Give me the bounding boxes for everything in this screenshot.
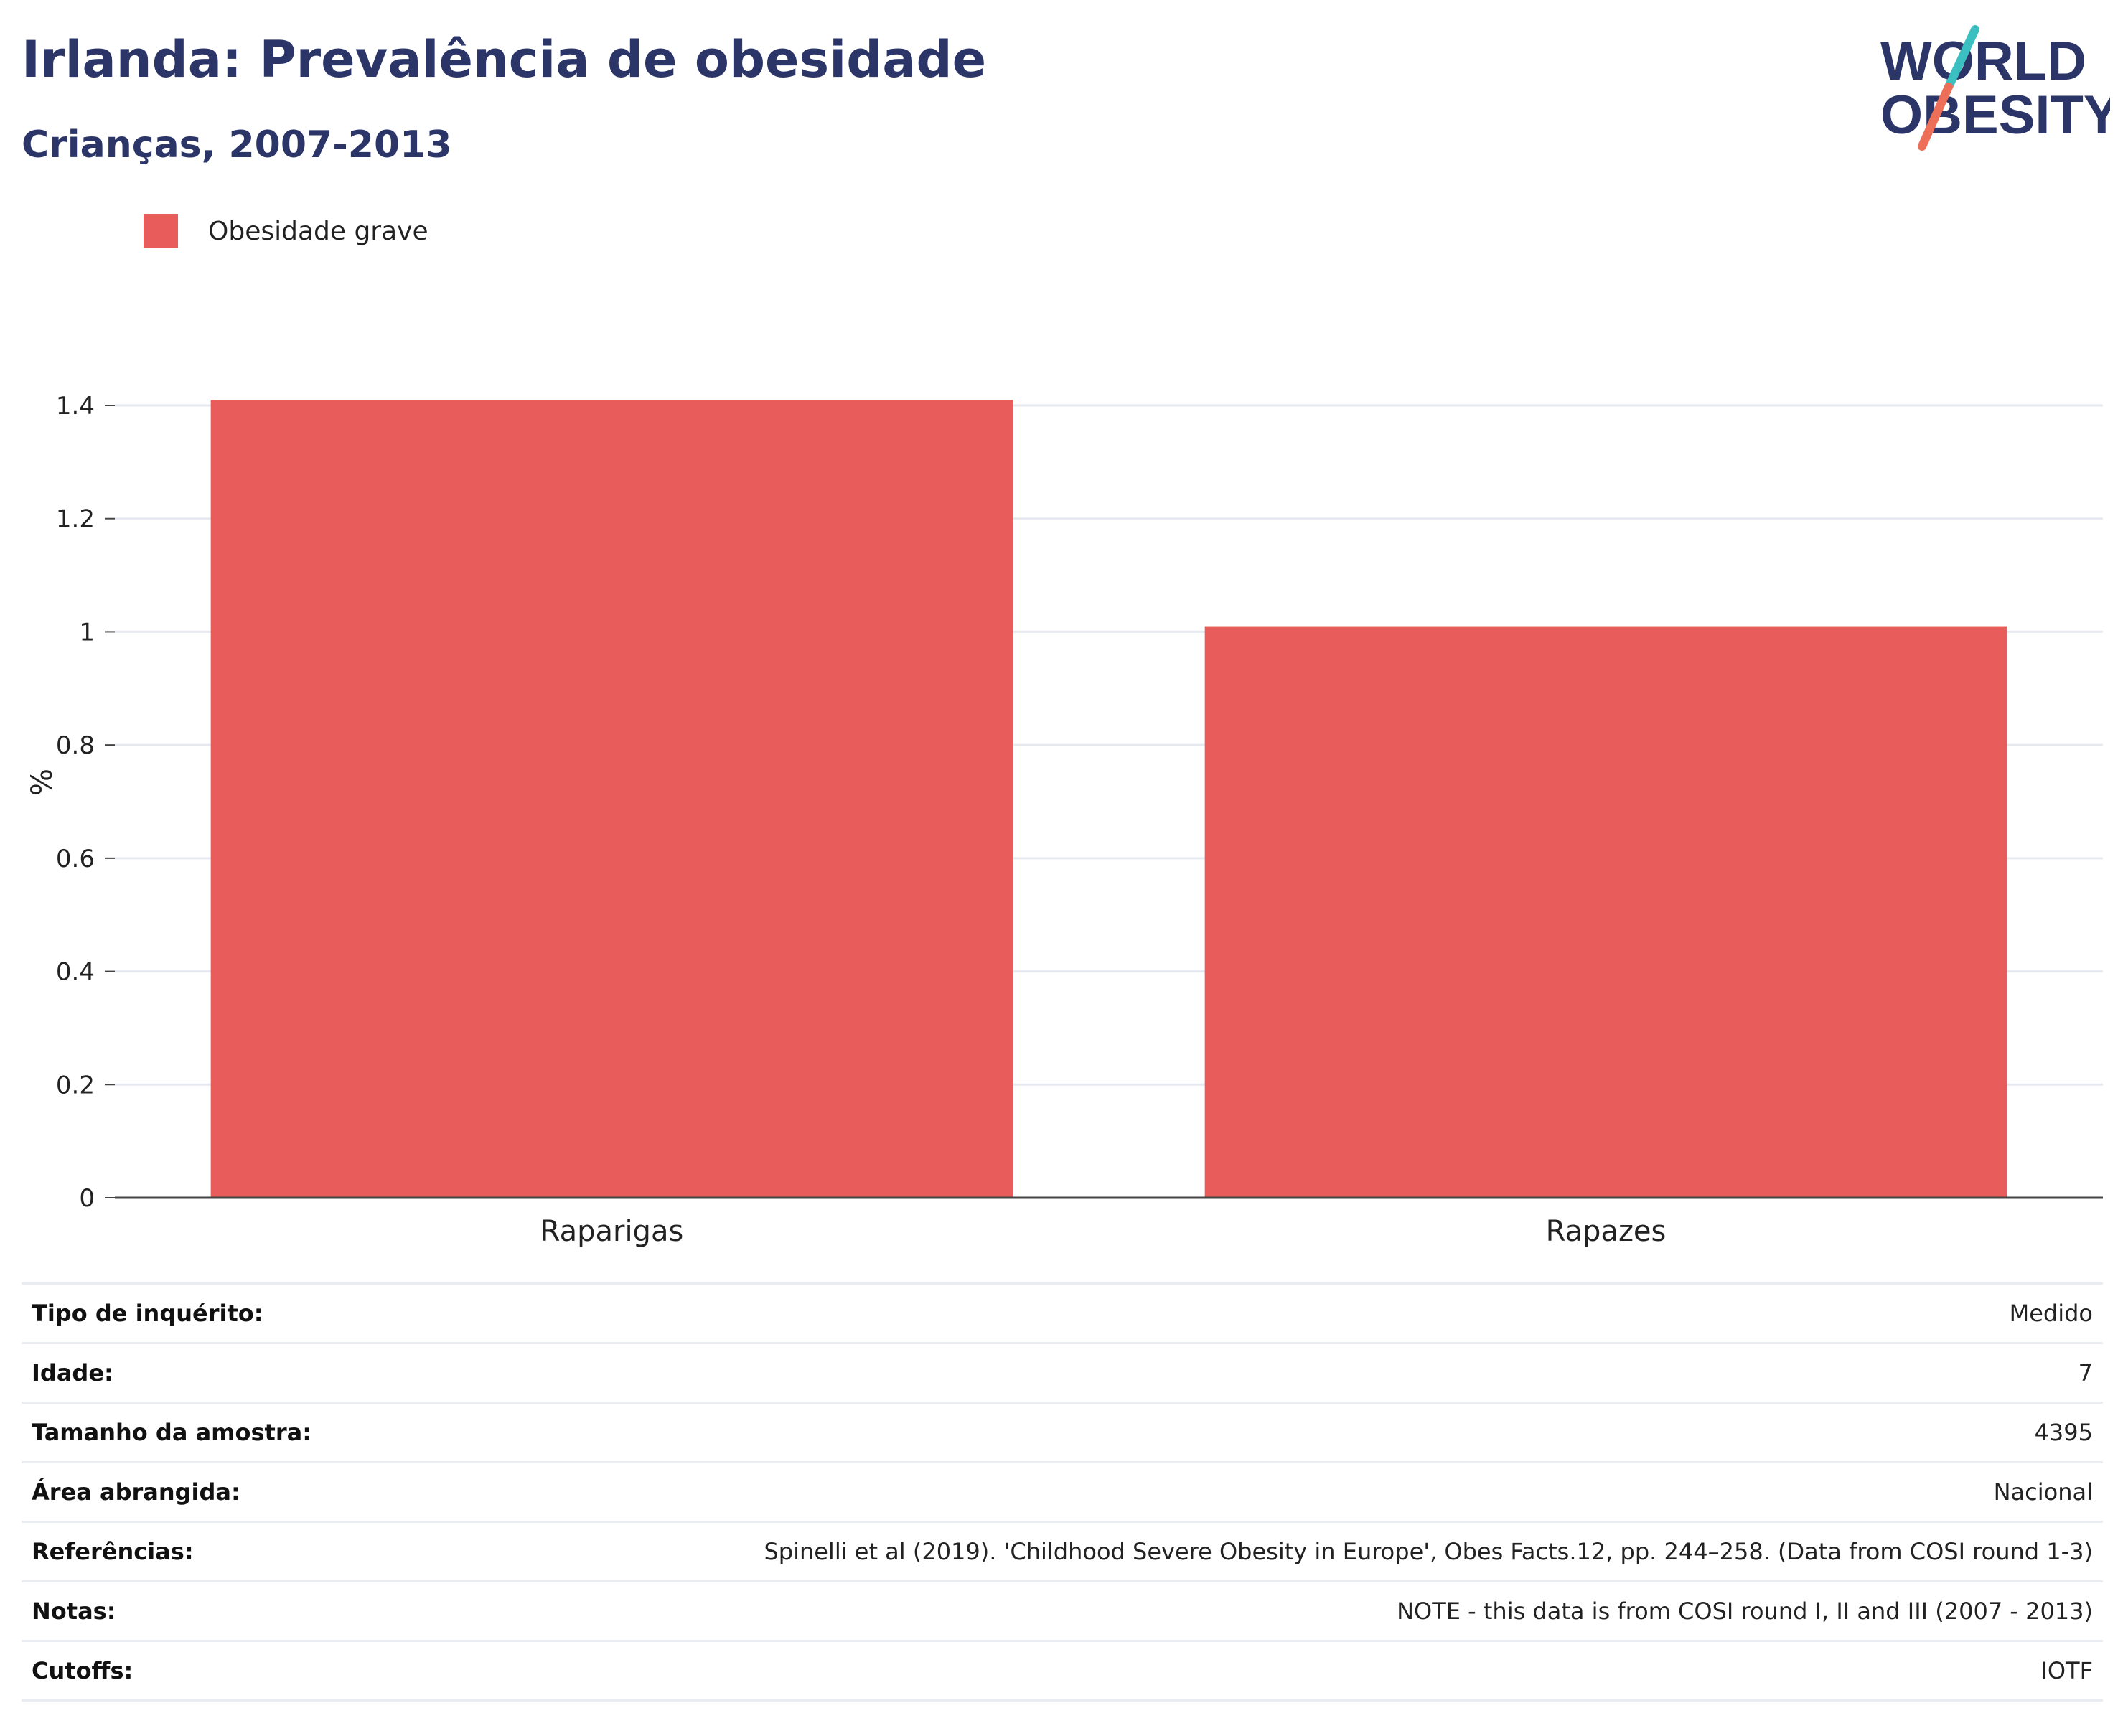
bars — [210, 400, 2007, 1198]
y-tick-label: 0.4 — [56, 958, 95, 987]
info-value: IOTF — [2040, 1657, 2093, 1684]
y-tick-label: 0 — [79, 1184, 95, 1213]
logo-slash-coral — [1918, 83, 1953, 151]
chart-title: Irlanda: Prevalência de obesidade — [22, 30, 987, 89]
x-tick-label: Rapazes — [1546, 1215, 1667, 1248]
info-value: Nacional — [1993, 1478, 2093, 1506]
legend-swatch — [144, 214, 178, 248]
y-axis-label: % — [26, 769, 59, 796]
world-obesity-logo: WORLD OBESITY — [1880, 25, 2110, 151]
info-label: Cutoffs: — [32, 1657, 133, 1684]
y-tick-label: 1.4 — [56, 392, 95, 421]
info-value: NOTE - this data is from COSI round I, I… — [1397, 1597, 2093, 1625]
info-label: Tipo de inquérito: — [32, 1300, 263, 1327]
logo-slash-teal — [1944, 25, 1979, 91]
y-tick-label: 0.8 — [56, 731, 95, 760]
info-row: Idade: 7 — [22, 1344, 2103, 1404]
legend-label: Obesidade grave — [208, 216, 428, 246]
info-label: Referências: — [32, 1538, 194, 1565]
info-label: Tamanho da amostra: — [32, 1419, 311, 1446]
y-tick-label: 1 — [79, 618, 95, 647]
info-value: 7 — [2078, 1359, 2093, 1387]
info-label: Área abrangida: — [32, 1478, 240, 1506]
info-row: Área abrangida: Nacional — [22, 1463, 2103, 1523]
x-tick-label: Raparigas — [540, 1215, 684, 1248]
chart-subtitle: Crianças, 2007-2013 — [22, 123, 452, 166]
survey-info-table: Tipo de inquérito: Medido Idade: 7 Tamanho d… — [22, 1282, 2103, 1702]
info-row: Referências: Spinelli et al (2019). 'Chil… — [22, 1523, 2103, 1582]
y-tick-label: 0.6 — [56, 845, 95, 873]
y-tick-label: 0.2 — [56, 1071, 95, 1099]
info-value: Medido — [2009, 1300, 2093, 1327]
info-label: Notas: — [32, 1597, 116, 1625]
y-tick-label: 1.2 — [56, 505, 95, 534]
logo-text-obesity: OBESITY — [1880, 85, 2110, 146]
info-row: Tipo de inquérito: Medido — [22, 1285, 2103, 1344]
info-row: Tamanho da amostra: 4395 — [22, 1404, 2103, 1463]
logo-text-world: WORLD — [1880, 31, 2086, 92]
bar-chart: 0 0.2 0.4 0.6 0.8 1 1.2 1.4% Raparigas Rapazes — [26, 392, 2103, 1248]
info-value: Spinelli et al (2019). 'Childhood Severe… — [764, 1538, 2093, 1565]
axes: 0 0.2 0.4 0.6 0.8 1 1.2 1.4% Raparigas Rapazes — [26, 392, 2103, 1248]
info-row: Notas: NOTE - this data is from COSI roun… — [22, 1582, 2103, 1642]
bar-raparigas[interactable] — [210, 400, 1013, 1198]
legend[interactable]: Obesidade grave — [144, 214, 428, 248]
info-label: Idade: — [32, 1359, 113, 1387]
info-row: Cutoffs: IOTF — [22, 1642, 2103, 1702]
bar-rapazes[interactable] — [1204, 626, 2007, 1198]
info-value: 4395 — [2034, 1419, 2093, 1446]
